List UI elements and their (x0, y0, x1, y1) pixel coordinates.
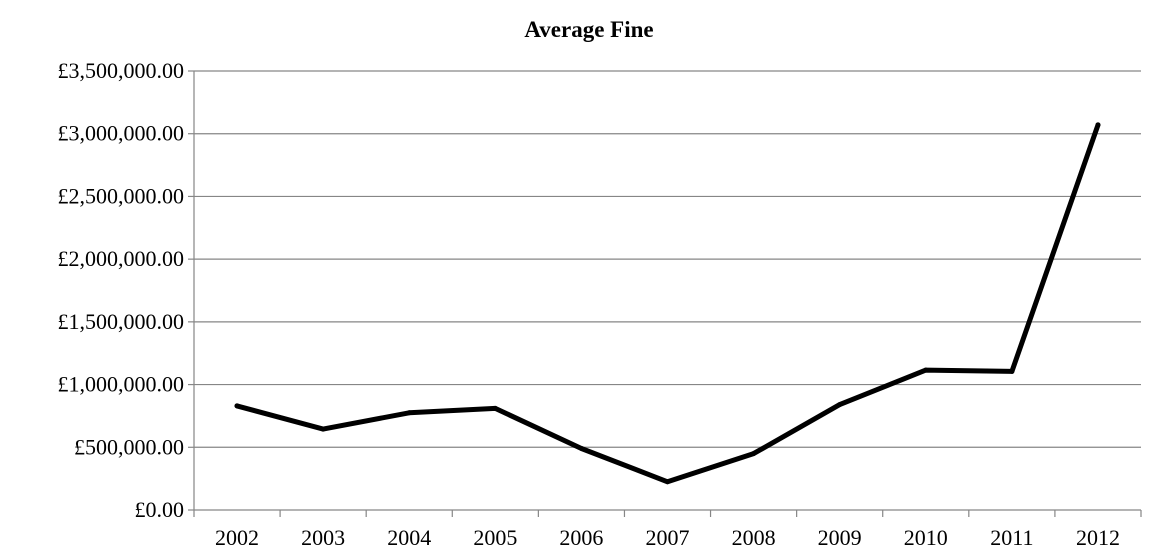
data-point (406, 410, 412, 416)
y-tick-label: £1,000,000.00 (58, 372, 185, 397)
data-point (837, 402, 843, 408)
x-tick-label: 2009 (818, 525, 862, 550)
y-tick-label: £3,500,000.00 (58, 58, 185, 83)
data-point (1095, 122, 1101, 128)
y-tick-label: £3,000,000.00 (58, 121, 185, 146)
x-tick-label: 2003 (301, 525, 345, 550)
y-tick-label: £2,500,000.00 (58, 183, 185, 208)
gridlines (194, 70, 1141, 448)
x-tick-label: 2008 (732, 525, 776, 550)
data-point (234, 403, 240, 409)
data-point (751, 451, 757, 457)
x-tick-label: 2007 (646, 525, 690, 550)
data-point (923, 367, 929, 373)
data-point (578, 446, 584, 452)
x-tick-label: 2012 (1076, 525, 1120, 550)
x-tick-label: 2010 (904, 525, 948, 550)
x-axis-tick-labels: 2002 2003 2004 2005 2006 2007 2008 2009 2010 2011… (215, 525, 1120, 550)
x-tick-label: 2011 (990, 525, 1033, 550)
axes (188, 70, 1142, 517)
y-tick-label: £2,000,000.00 (58, 246, 185, 271)
data-point (1009, 368, 1015, 374)
x-tick-label: 2004 (387, 525, 431, 550)
data-point (665, 479, 670, 485)
data-point (492, 405, 498, 411)
x-tick-label: 2006 (559, 525, 603, 550)
y-tick-label: £500,000.00 (74, 434, 184, 459)
y-tick-label: £1,500,000.00 (58, 309, 185, 334)
series-line (234, 122, 1101, 485)
y-axis-tick-labels: £0.00 £500,000.00 £1,000,000.00 £1,500,000.… (58, 58, 185, 522)
data-point (320, 426, 326, 432)
series-layer (234, 122, 1101, 485)
y-tick-label: £0.00 (135, 497, 185, 522)
chart-title: Average Fine (524, 17, 653, 42)
x-tick-label: 2005 (473, 525, 517, 550)
x-tick-label: 2002 (215, 525, 259, 550)
